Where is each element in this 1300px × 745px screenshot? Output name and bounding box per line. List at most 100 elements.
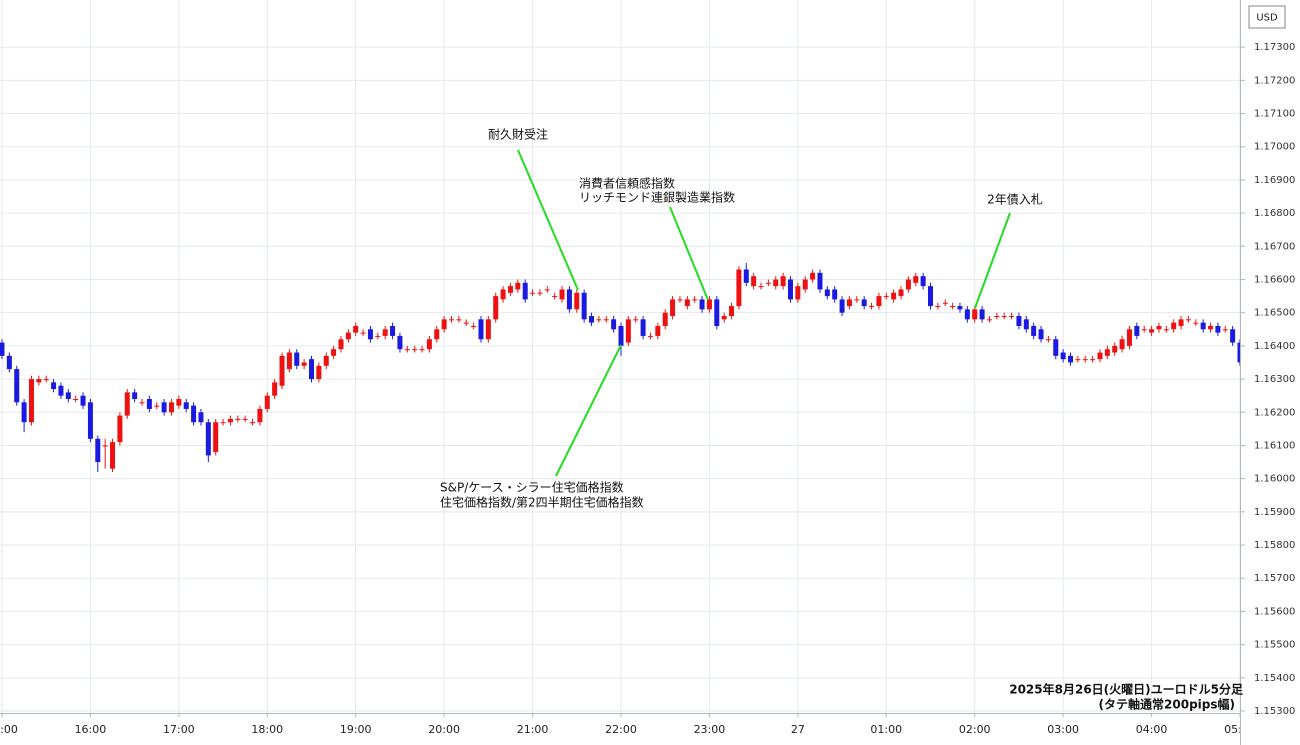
y-tick-label: 1.16800 xyxy=(1254,208,1295,219)
y-tick-label: 1.16200 xyxy=(1254,407,1295,418)
candle-body xyxy=(95,438,101,463)
candle-body xyxy=(1016,316,1022,326)
candle-body xyxy=(891,292,897,300)
x-tick-label: 04:00 xyxy=(1136,723,1168,736)
candle-body xyxy=(220,422,226,424)
candle-body xyxy=(942,302,948,304)
candle-body xyxy=(301,362,307,366)
candle-body xyxy=(161,402,167,413)
candle-body xyxy=(751,276,757,287)
candle-body xyxy=(360,332,366,334)
candle-body xyxy=(51,382,57,390)
y-axis: 1.15300 1.15400 1.15500 1.15600 1.15700 1.158… xyxy=(1240,42,1295,717)
candle-body xyxy=(102,445,108,447)
candle-body xyxy=(515,282,521,290)
x-tick-label: 15:00 xyxy=(0,723,18,736)
price-axis-panel xyxy=(1240,0,1300,745)
candle-body xyxy=(869,306,875,308)
candle-body xyxy=(1104,349,1110,356)
annotation-text: 2年債入札 xyxy=(987,192,1043,207)
annotation-text: S&P/ケース・シラー住宅価格指数 xyxy=(440,480,624,495)
candle-body xyxy=(1068,355,1074,363)
candle-body xyxy=(73,398,79,400)
x-tick-label: 02:00 xyxy=(959,723,991,736)
y-tick-label: 1.16900 xyxy=(1254,175,1295,186)
candle-body xyxy=(316,365,322,380)
candle-body xyxy=(1185,319,1191,321)
candle-body xyxy=(390,325,396,336)
candle-body xyxy=(1193,322,1199,324)
candle-body xyxy=(176,398,182,406)
candle-body xyxy=(331,349,337,356)
candle-body xyxy=(294,352,300,366)
x-tick-label: 01:00 xyxy=(870,723,902,736)
y-tick-label: 1.16300 xyxy=(1254,374,1295,385)
candle-body xyxy=(905,279,911,290)
candle-body xyxy=(397,335,403,350)
x-tick-label: 19:00 xyxy=(340,723,372,736)
annotation-text: 耐久財受注 xyxy=(488,127,548,142)
candle-body xyxy=(338,339,344,350)
y-tick-label: 1.16500 xyxy=(1254,308,1295,319)
candle-body xyxy=(286,352,292,370)
candle-body xyxy=(846,299,852,307)
x-tick-label: 17:00 xyxy=(163,723,195,736)
candle-body xyxy=(898,289,904,297)
candle-body xyxy=(721,316,727,320)
y-tick-label: 1.16700 xyxy=(1254,241,1295,252)
candle-body xyxy=(1045,339,1051,341)
candle-body xyxy=(854,299,860,301)
candle-body xyxy=(662,312,668,326)
candle-body xyxy=(1031,325,1037,336)
candle-body xyxy=(810,272,816,280)
annotation-text: リッチモンド連銀製造業指数 xyxy=(579,190,735,205)
annotation-pointer xyxy=(974,212,1011,309)
candle-body xyxy=(1097,352,1103,360)
candle-body xyxy=(699,299,705,310)
y-tick-label: 1.15900 xyxy=(1254,507,1295,518)
candle-body xyxy=(589,316,595,323)
candle-body xyxy=(485,319,491,340)
caption: 2025年8月26日(火曜日)ユーロドル5分足 xyxy=(1009,682,1243,697)
candle-body xyxy=(1156,325,1162,330)
candle-body xyxy=(994,316,1000,318)
candle-body xyxy=(308,359,314,380)
candle-body xyxy=(603,319,609,321)
candle-body xyxy=(795,286,801,300)
y-tick-label: 1.15700 xyxy=(1254,573,1295,584)
x-tick-label: 18:00 xyxy=(251,723,283,736)
x-tick-label: 16:00 xyxy=(75,723,107,736)
candle-body xyxy=(596,319,602,321)
candle-body xyxy=(1230,329,1236,343)
y-tick-label: 1.15300 xyxy=(1254,706,1295,717)
candle-body xyxy=(1126,329,1132,346)
candle-body xyxy=(714,299,720,326)
annotation-pointer xyxy=(669,206,709,301)
candle-body xyxy=(117,415,123,443)
candle-body xyxy=(684,299,690,307)
candle-body xyxy=(1215,325,1221,333)
candle-body xyxy=(375,335,381,337)
y-tick-label: 1.17300 xyxy=(1254,42,1295,53)
candle-body xyxy=(1009,316,1015,318)
candle-body xyxy=(647,335,653,337)
candle-body xyxy=(154,405,160,407)
candle-body xyxy=(139,402,145,404)
candle-body xyxy=(1038,329,1044,340)
y-tick-label: 1.16000 xyxy=(1254,474,1295,485)
candle-body xyxy=(14,369,20,403)
candle-body xyxy=(559,289,565,300)
candle-body xyxy=(132,392,138,399)
candle-body xyxy=(382,329,388,336)
candle-body xyxy=(574,292,580,310)
y-tick-label: 1.15500 xyxy=(1254,640,1295,651)
candle-body xyxy=(625,319,631,343)
candle-body xyxy=(87,402,93,439)
candle-body xyxy=(552,296,558,298)
candle-body xyxy=(1222,329,1228,331)
candle-body xyxy=(979,309,985,320)
candle-body xyxy=(471,325,477,327)
candle-body xyxy=(426,339,432,350)
